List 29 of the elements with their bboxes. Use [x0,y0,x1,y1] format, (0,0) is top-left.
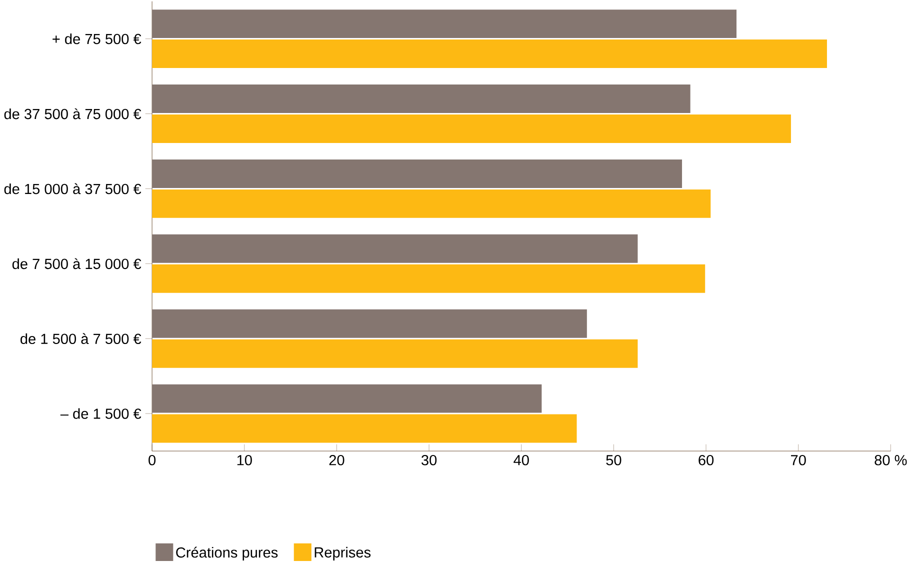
bar [152,414,577,443]
y-tick-label: de 15 000 à 37 500 € [4,183,142,194]
y-tick-label: + de 75 500 € [52,34,142,44]
x-tick-label: 40 [514,455,529,466]
y-tick-label: de 37 500 à 75 000 € [4,108,142,120]
x-tick-label: 50 [606,455,622,466]
x-tick-label: 0 [148,455,156,466]
bar [152,114,791,144]
bar [152,264,706,294]
x-tick-label: 30 [422,455,437,466]
x-tick-label: 70 [791,455,806,466]
y-tick-label: – de 1 500 € [60,408,142,420]
x-tick-label: 80 % [874,455,907,466]
y-tick-label: de 7 500 à 15 000 € [12,258,142,270]
x-tick-label: 60 [698,455,714,466]
bar [152,340,638,368]
x-tick-label: 10 [237,455,252,466]
bar [152,84,690,114]
bar [152,234,638,264]
legend-label: Reprises [314,547,371,561]
bar [152,190,711,218]
bar [152,10,736,38]
bar [152,160,682,188]
bar [152,384,542,413]
bar [152,310,587,338]
legend-label: Créations pures [176,546,278,561]
x-tick-label: 20 [329,455,344,466]
y-tick-label: de 1 500 à 7 500 € [20,333,142,344]
bar [152,40,827,68]
